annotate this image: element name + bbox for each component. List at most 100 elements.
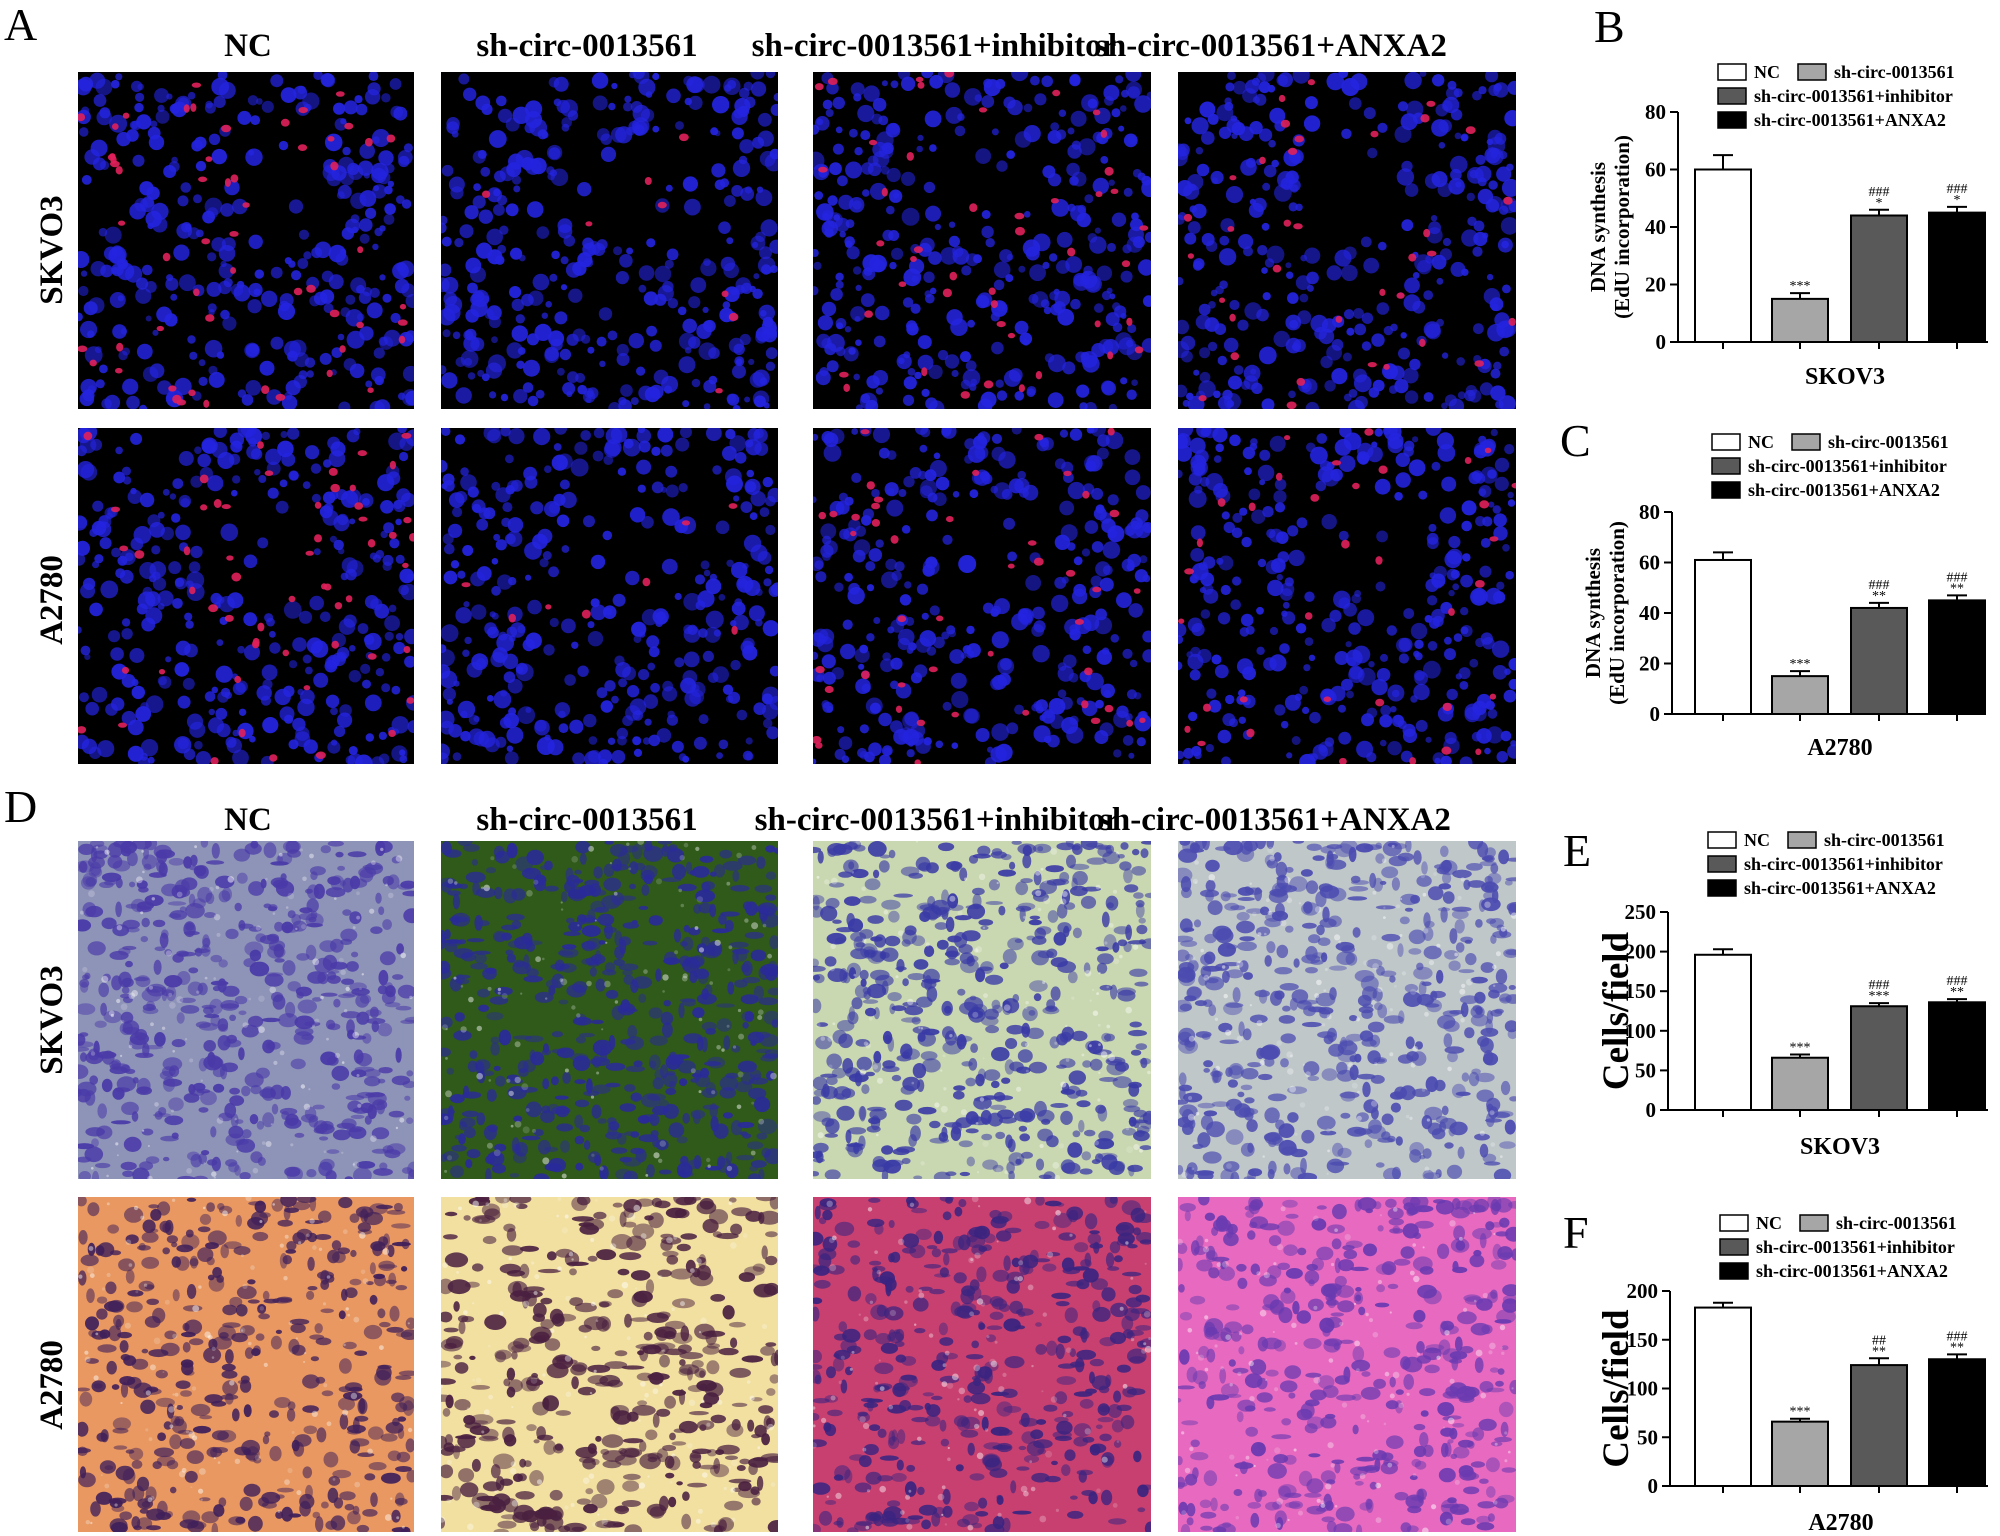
legend-swatch xyxy=(1707,831,1737,849)
y-tick-label: 150 xyxy=(1627,1328,1659,1352)
y-axis-label: (EdU incorporation) xyxy=(1610,135,1634,319)
bar xyxy=(1771,1056,1829,1112)
legend-label: sh-circ-0013561+ANXA2 xyxy=(1756,1261,1948,1281)
panel-letter-d: D xyxy=(4,781,37,832)
significance-star: ** xyxy=(1950,581,1964,596)
legend-swatch xyxy=(1719,1262,1749,1280)
y-tick-label: 250 xyxy=(1625,900,1657,924)
legend: NC sh-circ-0013561 sh-circ-0013561+inhibit… xyxy=(1717,62,1955,130)
significance-hash: ### xyxy=(1869,578,1890,593)
significance-star: ** xyxy=(1872,589,1886,604)
microscopy-tile xyxy=(1178,1197,1516,1532)
bar-chart-b: B NC sh-circ-0013561 sh-circ-0013561+inhibi… xyxy=(1586,1,1988,390)
significance-star: *** xyxy=(1869,989,1890,1004)
y-axis-label: Cells/field xyxy=(1596,931,1637,1090)
y-tick-label: 80 xyxy=(1639,500,1660,524)
legend-label: sh-circ-0013561+inhibitor xyxy=(1756,1237,1955,1257)
significance-star: ** xyxy=(1950,985,1964,1000)
bar xyxy=(1694,558,1752,715)
microscopy-tile xyxy=(813,841,1151,1179)
significance-star: * xyxy=(1954,193,1961,208)
bar xyxy=(1850,1364,1908,1487)
y-tick-label: 100 xyxy=(1627,1377,1659,1401)
microscopy-tile xyxy=(78,72,414,409)
significance-hash: ## xyxy=(1872,1333,1886,1348)
bar xyxy=(1771,297,1829,343)
legend: NC sh-circ-0013561 sh-circ-0013561+inhibit… xyxy=(1719,1213,1957,1281)
x-axis-label: SKOV3 xyxy=(1805,364,1885,390)
bar-chart-c: C NC sh-circ-0013561 sh-circ-0013561+inhibi… xyxy=(1560,415,1986,761)
legend-swatch xyxy=(1711,457,1741,475)
column-label-sh-d: sh-circ-0013561 xyxy=(476,802,697,838)
bar-chart-e: E NC sh-circ-0013561 sh-circ-0013561+inhibi… xyxy=(1563,825,1988,1160)
row-label-skvo3-a: SKVO3 xyxy=(34,195,70,304)
legend-label: NC xyxy=(1756,1213,1782,1233)
y-tick-label: 0 xyxy=(1646,1098,1657,1122)
legend-label: sh-circ-0013561+ANXA2 xyxy=(1744,878,1936,898)
legend-label: sh-circ-0013561+inhibitor xyxy=(1744,854,1943,874)
legend-label: sh-circ-0013561 xyxy=(1828,432,1949,452)
y-axis-label: (EdU incorporation) xyxy=(1605,521,1629,705)
microscopy-tile xyxy=(1178,72,1516,409)
legend-swatch xyxy=(1719,1214,1749,1232)
legend-label: NC xyxy=(1744,830,1770,850)
legend-swatch xyxy=(1717,111,1747,129)
column-label-nc-a: NC xyxy=(224,28,272,64)
bar-charts: B NC sh-circ-0013561 sh-circ-0013561+inhibi… xyxy=(1560,1,1988,1536)
column-label-nc-d: NC xyxy=(224,802,272,838)
microscopy-tile xyxy=(1178,428,1516,764)
legend-swatch xyxy=(1711,481,1741,499)
microscopy-tile xyxy=(441,72,778,409)
panel-letter-a: A xyxy=(4,0,37,50)
legend-label: sh-circ-0013561+ANXA2 xyxy=(1754,110,1946,130)
significance-star: *** xyxy=(1790,279,1811,294)
legend-swatch xyxy=(1719,1238,1749,1256)
legend-label: sh-circ-0013561+ANXA2 xyxy=(1748,480,1940,500)
column-label-anxa2-a: sh-circ-0013561+ANXA2 xyxy=(1095,28,1447,64)
legend-label: sh-circ-0013561 xyxy=(1824,830,1945,850)
legend-swatch xyxy=(1707,879,1737,897)
microscopy-tile xyxy=(78,428,414,764)
y-tick-label: 100 xyxy=(1625,1019,1657,1043)
significance-star: *** xyxy=(1790,657,1811,672)
legend-swatch xyxy=(1799,1214,1829,1232)
panel-letter-b: B xyxy=(1594,1,1625,52)
bar xyxy=(1928,599,1986,715)
panel-letter-c: C xyxy=(1560,415,1591,466)
legend-swatch xyxy=(1707,855,1737,873)
legend: NC sh-circ-0013561 sh-circ-0013561+inhibit… xyxy=(1707,830,1945,898)
row-label-a2780-d: A2780 xyxy=(34,1340,70,1430)
y-tick-label: 150 xyxy=(1625,979,1657,1003)
y-tick-label: 0 xyxy=(1650,702,1661,726)
legend-label: sh-circ-0013561+inhibitor xyxy=(1754,86,1953,106)
legend-swatch xyxy=(1717,63,1747,81)
bar xyxy=(1928,1358,1986,1487)
legend-swatch xyxy=(1791,433,1821,451)
y-tick-label: 200 xyxy=(1627,1279,1659,1303)
microscopy-images xyxy=(78,72,1516,1532)
legend-swatch xyxy=(1787,831,1817,849)
bar-chart-f: F NC sh-circ-0013561 sh-circ-0013561+inhibi… xyxy=(1563,1207,1988,1536)
bar xyxy=(1850,606,1908,716)
microscopy-tile xyxy=(813,428,1151,764)
y-tick-label: 80 xyxy=(1645,100,1666,124)
column-label-inhibitor-a: sh-circ-0013561+inhibitor xyxy=(752,28,1117,64)
y-tick-label: 0 xyxy=(1648,1474,1659,1498)
y-tick-label: 40 xyxy=(1645,215,1666,239)
bar xyxy=(1694,953,1752,1111)
row-label-skvo3-d: SKVO3 xyxy=(34,965,70,1074)
microscopy-tile xyxy=(441,1197,778,1532)
significance-hash: ### xyxy=(1947,182,1968,197)
y-tick-label: 0 xyxy=(1656,330,1667,354)
y-axis-label: DNA synthesis xyxy=(1581,548,1605,678)
bar xyxy=(1850,214,1908,343)
y-tick-label: 60 xyxy=(1639,551,1660,575)
y-tick-label: 50 xyxy=(1635,1058,1656,1082)
bar xyxy=(1694,168,1752,343)
y-tick-label: 200 xyxy=(1625,940,1657,964)
significance-star: ** xyxy=(1950,1340,1964,1355)
bar xyxy=(1928,1001,1986,1112)
y-tick-label: 40 xyxy=(1639,601,1660,625)
y-tick-label: 50 xyxy=(1637,1425,1658,1449)
